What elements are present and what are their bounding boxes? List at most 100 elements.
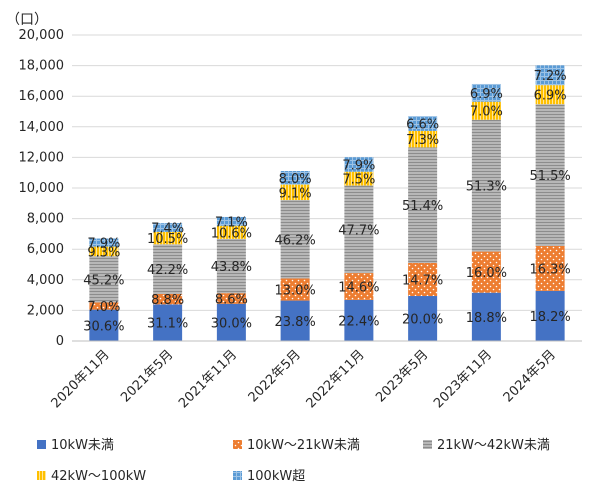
bar-segment bbox=[153, 223, 183, 232]
percent-label: 45.2% bbox=[83, 273, 124, 288]
percent-label: 20.0% bbox=[402, 313, 443, 328]
bar-segment bbox=[344, 157, 374, 172]
y-tick-label: 8,000 bbox=[27, 212, 64, 227]
y-tick-label: 18,000 bbox=[19, 59, 65, 74]
percent-label: 22.4% bbox=[338, 314, 379, 329]
percent-label: 9.1% bbox=[279, 186, 312, 201]
percent-label: 31.1% bbox=[147, 317, 188, 332]
bar-segment bbox=[153, 231, 183, 245]
percent-label: 7.5% bbox=[342, 173, 375, 188]
percent-label: 30.0% bbox=[211, 316, 252, 331]
bar-segment bbox=[216, 303, 246, 341]
bar-segment bbox=[408, 262, 438, 297]
percent-label: 30.6% bbox=[83, 319, 124, 334]
bar-segment bbox=[535, 245, 565, 291]
percent-label: 7.3% bbox=[406, 133, 439, 148]
percent-label: 8.6% bbox=[215, 292, 248, 307]
y-axis-unit: （口） bbox=[6, 12, 48, 28]
legend-label: 42kW～100kW bbox=[51, 469, 146, 484]
percent-label: 23.8% bbox=[274, 315, 315, 330]
bar-segment bbox=[216, 225, 246, 239]
percent-label: 16.3% bbox=[529, 262, 570, 277]
x-tick-label: 2024年5月 bbox=[501, 347, 559, 405]
bars bbox=[89, 65, 565, 341]
percent-label: 6.6% bbox=[406, 118, 439, 133]
percent-label: 14.6% bbox=[338, 280, 379, 295]
x-tick-label: 2020年11月 bbox=[49, 347, 113, 411]
bar-segment bbox=[216, 216, 246, 226]
x-tick-label: 2021年5月 bbox=[118, 347, 176, 405]
y-tick-label: 20,000 bbox=[19, 28, 65, 43]
bar-segment bbox=[344, 171, 374, 186]
bar-segment bbox=[344, 299, 374, 341]
bar-segment bbox=[344, 273, 374, 300]
bar-segment bbox=[471, 83, 501, 102]
percent-label: 43.8% bbox=[211, 260, 252, 275]
x-tick-label: 2023年11月 bbox=[431, 347, 495, 411]
legend-label: 10kW～21kW未満 bbox=[247, 438, 360, 453]
legend-swatch bbox=[37, 471, 46, 480]
bar-segment bbox=[408, 116, 438, 131]
y-tick-label: 10,000 bbox=[19, 181, 65, 196]
x-tick-label: 2021年11月 bbox=[176, 347, 240, 411]
percent-label: 10.6% bbox=[211, 226, 252, 241]
bar-segment bbox=[344, 185, 374, 274]
bar-segment bbox=[535, 65, 565, 86]
percent-label: 6.9% bbox=[534, 89, 567, 104]
percent-label: 7.0% bbox=[470, 105, 503, 120]
bar-segment bbox=[471, 101, 501, 120]
y-tick-label: 14,000 bbox=[19, 120, 65, 135]
percent-label: 18.8% bbox=[466, 311, 507, 326]
legend-label: 100kW超 bbox=[247, 469, 305, 484]
percent-label: 8.0% bbox=[279, 172, 312, 187]
percent-label: 7.4% bbox=[151, 222, 184, 237]
legend-swatch bbox=[37, 440, 46, 449]
bar-segment bbox=[471, 119, 501, 252]
legend-swatch bbox=[233, 440, 242, 449]
percent-label: 7.9% bbox=[342, 158, 375, 173]
bar-segment bbox=[280, 278, 310, 301]
percent-label: 46.2% bbox=[274, 233, 315, 248]
percent-label: 6.9% bbox=[470, 87, 503, 102]
percent-label: 10.5% bbox=[147, 232, 188, 247]
bar-segment bbox=[216, 238, 246, 294]
bar-segment bbox=[280, 184, 310, 201]
percent-label: 51.3% bbox=[466, 180, 507, 195]
bar-segment bbox=[153, 304, 183, 341]
percent-label: 7.0% bbox=[87, 300, 120, 315]
percent-label: 7.9% bbox=[87, 237, 120, 252]
y-tick-label: 4,000 bbox=[27, 273, 64, 288]
bar-segment bbox=[280, 200, 310, 279]
data-labels: 30.6%7.0%45.2%9.3%7.9%31.1%8.8%42.2%10.5… bbox=[83, 69, 571, 334]
x-tick-label: 2022年11月 bbox=[304, 347, 368, 411]
y-tick-label: 2,000 bbox=[27, 303, 64, 318]
bar-segment bbox=[535, 290, 565, 341]
legend-label: 21kW～42kW未満 bbox=[437, 438, 550, 453]
bar-segment bbox=[153, 244, 183, 294]
y-tick-label: 12,000 bbox=[19, 150, 65, 165]
bar-segment bbox=[471, 251, 501, 293]
percent-label: 51.4% bbox=[402, 199, 443, 214]
percent-label: 16.0% bbox=[466, 266, 507, 281]
percent-label: 42.2% bbox=[147, 263, 188, 278]
x-tick-label: 2022年5月 bbox=[246, 347, 304, 405]
bar-segment bbox=[89, 238, 119, 247]
x-tick-label: 2023年5月 bbox=[373, 347, 431, 405]
bar-segment bbox=[280, 171, 310, 185]
bar-segment bbox=[408, 296, 438, 341]
bar-segment bbox=[471, 292, 501, 341]
legend-swatch bbox=[233, 471, 242, 480]
y-tick-label: 0 bbox=[56, 334, 64, 349]
percent-label: 8.8% bbox=[151, 293, 184, 308]
percent-label: 13.0% bbox=[274, 284, 315, 299]
percent-label: 14.7% bbox=[402, 273, 443, 288]
y-tick-label: 16,000 bbox=[19, 89, 65, 104]
percent-label: 7.2% bbox=[534, 69, 567, 84]
bar-segment bbox=[535, 85, 565, 105]
legend: 10kW未満 10kW～21kW未満 21kW～42kW未満 42kW～100kW 10… bbox=[37, 438, 550, 484]
bar-segment bbox=[89, 256, 119, 303]
percent-label: 7.1% bbox=[215, 215, 248, 230]
percent-label: 47.7% bbox=[338, 223, 379, 238]
